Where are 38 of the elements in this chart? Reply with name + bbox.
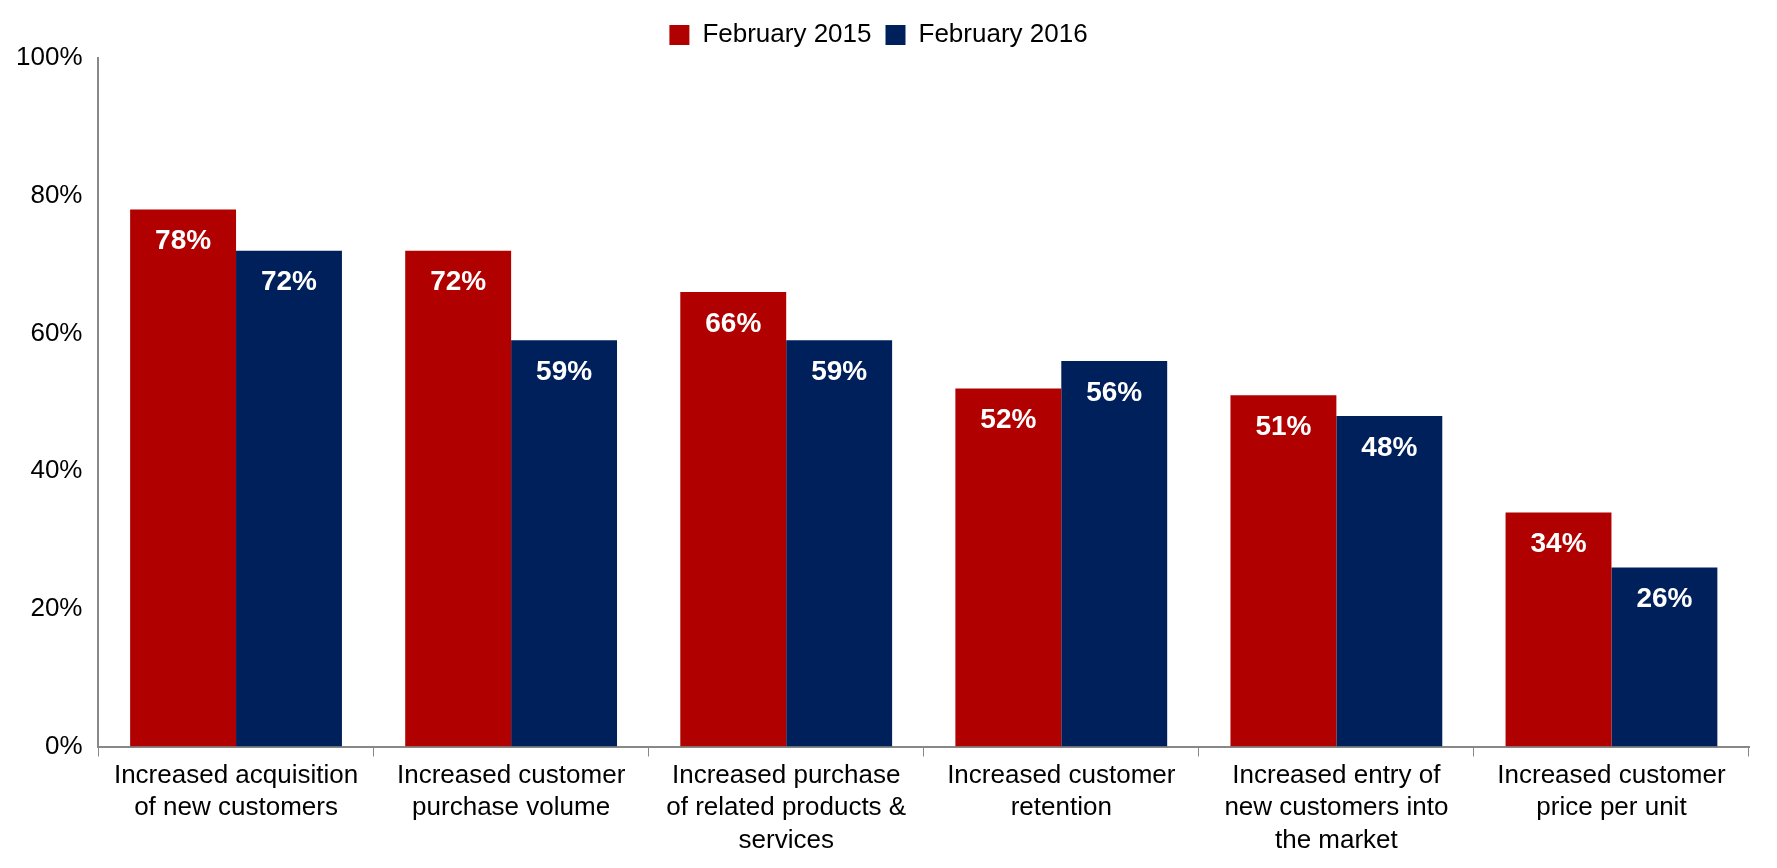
x-tick-label: Increased entry of new customers into the market bbox=[1224, 758, 1449, 854]
x-tick-label: Increased customer purchase volume bbox=[396, 758, 626, 822]
y-tick-label: 60% bbox=[30, 316, 83, 347]
y-tick-label: 0% bbox=[44, 729, 83, 760]
y-tick-label: 20% bbox=[30, 591, 83, 622]
x-tick-label: Increased purchase of related products & services bbox=[666, 758, 907, 854]
data-label: 59% bbox=[811, 355, 868, 386]
bar bbox=[130, 209, 237, 747]
legend-label: February 2015 bbox=[702, 18, 872, 49]
data-label: 66% bbox=[705, 306, 762, 338]
data-label: 78% bbox=[155, 224, 212, 256]
bar bbox=[1505, 512, 1612, 747]
data-label: 52% bbox=[980, 403, 1037, 435]
data-label: 51% bbox=[1255, 410, 1312, 442]
bar bbox=[680, 292, 787, 747]
bar bbox=[405, 250, 512, 747]
bar bbox=[511, 340, 618, 747]
data-label: 72% bbox=[260, 265, 318, 297]
data-label: 48% bbox=[1361, 430, 1418, 462]
bar bbox=[236, 250, 342, 747]
bar bbox=[955, 388, 1062, 747]
bar bbox=[1336, 416, 1443, 747]
x-tick-label: Increased customer price per unit bbox=[1497, 758, 1726, 822]
y-tick-label: 100% bbox=[16, 41, 83, 72]
data-label: 72% bbox=[430, 265, 487, 297]
bar bbox=[1611, 567, 1718, 747]
data-label: 26% bbox=[1636, 582, 1693, 614]
bar bbox=[1061, 360, 1168, 747]
x-tick-label: Increased acquisition of new customers bbox=[113, 758, 359, 822]
bar bbox=[786, 340, 893, 747]
data-label: 59% bbox=[536, 355, 593, 386]
legend-label: February 2016 bbox=[918, 18, 1088, 49]
y-tick-label: 80% bbox=[30, 178, 83, 209]
x-tick-label: Increased customer retention bbox=[947, 758, 1176, 822]
bar bbox=[1230, 395, 1337, 747]
data-label: 56% bbox=[1086, 375, 1143, 407]
data-label: 34% bbox=[1530, 527, 1587, 559]
y-tick-label: 40% bbox=[30, 454, 83, 485]
